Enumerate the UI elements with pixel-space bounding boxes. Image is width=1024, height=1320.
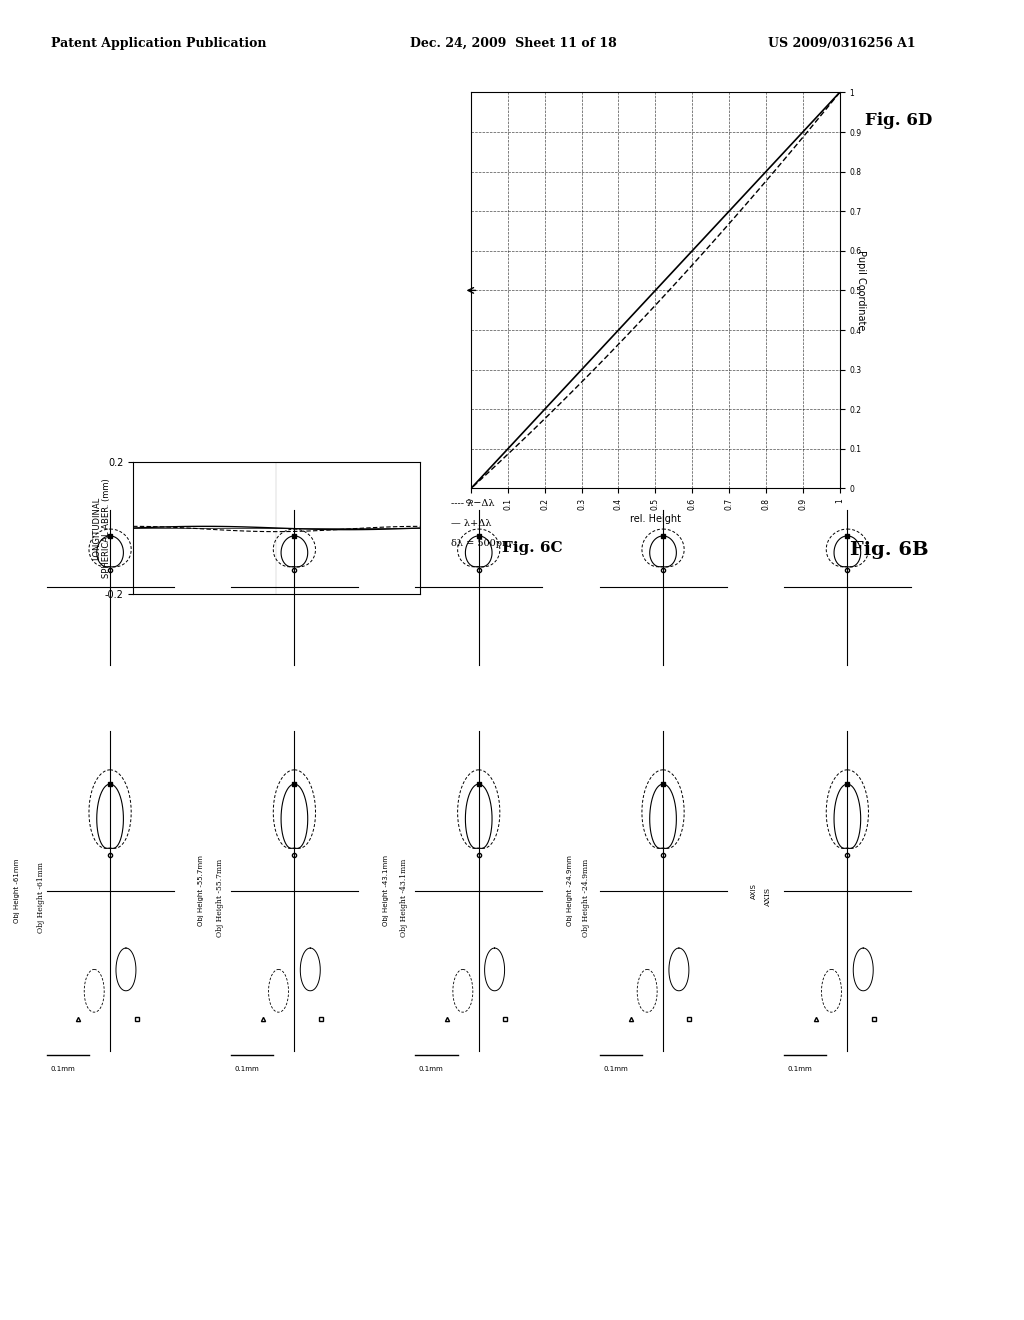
X-axis label: rel. Height: rel. Height <box>630 515 681 524</box>
Text: Obj Height -61mm: Obj Height -61mm <box>37 862 45 933</box>
Text: AXIS: AXIS <box>752 883 758 899</box>
Text: ---- λ−Δλ: ---- λ−Δλ <box>451 499 494 508</box>
Text: Obj Height -55.7mm: Obj Height -55.7mm <box>199 855 205 927</box>
Text: Obj Height -61mm: Obj Height -61mm <box>14 859 20 923</box>
Text: 0.1mm: 0.1mm <box>787 1065 812 1072</box>
Text: Obj Height -24.9mm: Obj Height -24.9mm <box>567 855 573 927</box>
Text: Fig. 6C: Fig. 6C <box>502 541 562 556</box>
Text: Obj Height -43.1mm: Obj Height -43.1mm <box>383 855 389 927</box>
Y-axis label: LONGITUDINAL
SPHERICAL ABER. (mm): LONGITUDINAL SPHERICAL ABER. (mm) <box>92 478 112 578</box>
Text: 0.1mm: 0.1mm <box>50 1065 75 1072</box>
Text: Fig. 6B: Fig. 6B <box>850 541 929 560</box>
Text: Fig. 6D: Fig. 6D <box>865 112 933 129</box>
Text: 0.1mm: 0.1mm <box>603 1065 628 1072</box>
Text: AXIS: AXIS <box>764 888 772 907</box>
Text: 0.1mm: 0.1mm <box>419 1065 443 1072</box>
Text: Patent Application Publication: Patent Application Publication <box>51 37 266 50</box>
Text: Obj Height -43.1mm: Obj Height -43.1mm <box>400 858 409 937</box>
Text: Obj Height -55.7mm: Obj Height -55.7mm <box>216 858 224 937</box>
Text: Obj Height -24.9mm: Obj Height -24.9mm <box>582 858 590 937</box>
Text: US 2009/0316256 A1: US 2009/0316256 A1 <box>768 37 915 50</box>
Text: 0.1mm: 0.1mm <box>234 1065 259 1072</box>
Text: Dec. 24, 2009  Sheet 11 of 18: Dec. 24, 2009 Sheet 11 of 18 <box>410 37 616 50</box>
Y-axis label: Pupil Coordinate: Pupil Coordinate <box>856 251 865 330</box>
Text: δλ = 500pm: δλ = 500pm <box>451 539 511 548</box>
Text: — λ+Δλ: — λ+Δλ <box>451 519 490 528</box>
